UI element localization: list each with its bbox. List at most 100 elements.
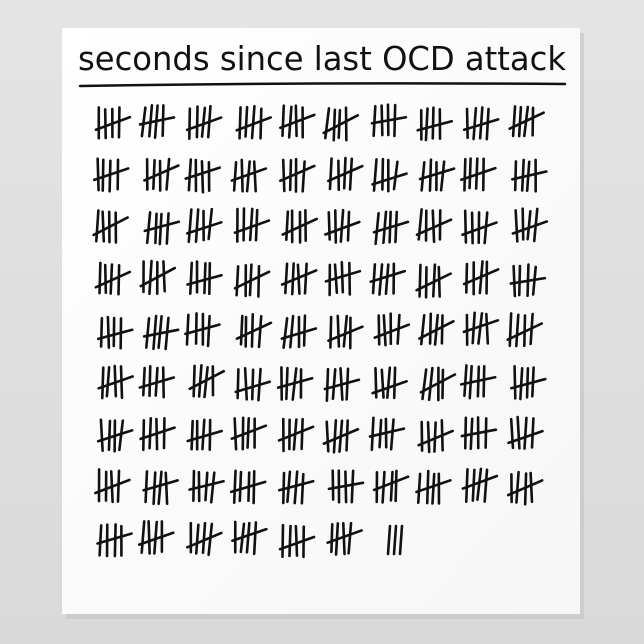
tally-stroke bbox=[418, 263, 422, 298]
tally-stroke bbox=[398, 524, 404, 556]
tally-stroke bbox=[231, 527, 268, 543]
tally-stroke bbox=[301, 160, 306, 193]
tally-stroke bbox=[96, 157, 100, 192]
tally-group bbox=[185, 207, 223, 244]
tally-stroke bbox=[485, 107, 490, 141]
tally-stroke bbox=[515, 470, 520, 504]
tally-stroke bbox=[303, 262, 308, 295]
tally-group bbox=[418, 158, 456, 192]
tally-stroke bbox=[322, 427, 360, 445]
tally-stroke bbox=[506, 322, 544, 341]
tally-stroke bbox=[188, 107, 192, 140]
tally-stroke bbox=[209, 471, 216, 504]
tally-stroke bbox=[372, 158, 378, 192]
tally-stroke bbox=[164, 316, 170, 351]
tally-stroke bbox=[101, 158, 105, 192]
tally-stroke bbox=[187, 208, 193, 244]
tally-stroke bbox=[509, 276, 547, 285]
tally-stroke bbox=[94, 478, 131, 495]
tally-stroke bbox=[339, 208, 345, 243]
tally-row bbox=[94, 103, 545, 142]
tally-stroke bbox=[462, 268, 500, 286]
tally-stroke bbox=[419, 373, 457, 394]
tally-stroke bbox=[394, 210, 399, 244]
tally-stroke bbox=[148, 103, 154, 138]
tally-stroke bbox=[99, 418, 104, 453]
tally-group bbox=[327, 314, 364, 350]
tally-group bbox=[143, 211, 181, 246]
tally-stroke bbox=[98, 261, 102, 295]
tally-group bbox=[279, 104, 316, 139]
tally-stroke bbox=[325, 420, 330, 453]
tally-stroke bbox=[372, 475, 410, 492]
tally-stroke bbox=[463, 416, 468, 450]
tally-stroke bbox=[184, 323, 221, 336]
tally-stroke bbox=[511, 170, 548, 181]
tally-stroke bbox=[108, 159, 112, 193]
tally-group bbox=[278, 523, 316, 559]
tally-stroke bbox=[325, 367, 330, 403]
tally-stroke bbox=[440, 314, 444, 345]
tally-stroke bbox=[201, 418, 206, 451]
tally-stroke bbox=[348, 157, 354, 191]
tally-stroke bbox=[276, 376, 314, 389]
tally-stroke bbox=[280, 269, 318, 286]
tally-group bbox=[277, 417, 315, 453]
tally-stroke bbox=[250, 368, 255, 401]
tally-stroke bbox=[95, 209, 100, 243]
tally-stroke bbox=[476, 467, 483, 501]
tally-stroke bbox=[235, 265, 240, 297]
tally-stroke bbox=[142, 419, 146, 452]
tally-stroke bbox=[324, 220, 361, 236]
tally-stroke bbox=[463, 157, 467, 192]
tally-stroke bbox=[257, 265, 261, 298]
tally-group bbox=[97, 364, 134, 400]
tally-stroke bbox=[229, 480, 267, 494]
tally-stroke bbox=[464, 262, 469, 294]
tally-stroke bbox=[197, 364, 203, 398]
tally-stroke bbox=[106, 315, 111, 349]
poster-title: seconds since last OCD attack bbox=[78, 39, 567, 78]
tally-stroke bbox=[165, 157, 171, 191]
tally-group bbox=[460, 416, 498, 451]
tally-stroke bbox=[147, 520, 151, 555]
tally-group bbox=[92, 157, 130, 193]
tally-group bbox=[138, 365, 176, 399]
tally-stroke bbox=[521, 207, 525, 241]
tally-stroke bbox=[460, 166, 497, 182]
tally-stroke bbox=[281, 158, 286, 193]
tally-stroke bbox=[468, 157, 472, 190]
tally-group bbox=[460, 157, 497, 192]
tally-stroke bbox=[324, 269, 362, 283]
tally-group bbox=[506, 470, 544, 506]
tally-stroke bbox=[389, 470, 394, 502]
tally-group bbox=[137, 520, 175, 555]
tally-group bbox=[142, 314, 180, 351]
tally-stroke bbox=[327, 164, 364, 183]
tally-stroke bbox=[98, 524, 103, 557]
tally-stroke bbox=[194, 523, 200, 555]
tally-stroke bbox=[192, 364, 196, 398]
tally-stroke bbox=[460, 428, 498, 438]
tally-stroke bbox=[485, 312, 490, 345]
tally-stroke bbox=[472, 106, 478, 141]
tally-group bbox=[509, 263, 547, 298]
tally-stroke bbox=[415, 218, 453, 236]
tally-stroke bbox=[463, 364, 468, 398]
tally-group bbox=[372, 210, 410, 246]
tally-stroke bbox=[245, 160, 251, 193]
tally-stroke bbox=[530, 417, 535, 449]
tally-stroke bbox=[507, 429, 544, 445]
tally-stroke bbox=[511, 105, 517, 138]
tally-group bbox=[327, 156, 364, 192]
tally-stroke bbox=[187, 158, 193, 192]
tally-group bbox=[231, 520, 268, 556]
tally-stroke bbox=[235, 321, 273, 340]
tally-row bbox=[96, 415, 544, 454]
tally-group bbox=[324, 208, 361, 244]
tally-group bbox=[370, 103, 408, 138]
tally-stroke bbox=[192, 469, 196, 502]
tally-stroke bbox=[235, 116, 273, 132]
tally-stroke bbox=[201, 521, 207, 555]
